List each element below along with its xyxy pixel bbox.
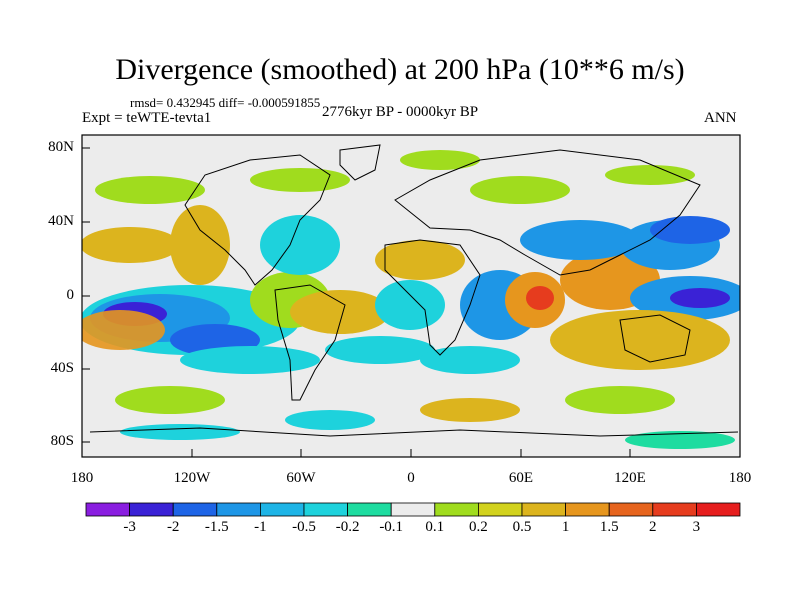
colorbar-label: -2 <box>166 519 180 535</box>
contour-field-shape <box>420 398 520 422</box>
season-label: ANN <box>704 110 737 126</box>
lat-label: 0 <box>66 287 75 303</box>
contour-field-shape <box>170 205 230 285</box>
lat-label: 40N <box>48 213 74 229</box>
colorbar-label: 1 <box>561 519 570 535</box>
contour-field-shape <box>180 346 320 374</box>
coastlines <box>89 144 739 437</box>
latitude-ticks <box>82 147 90 443</box>
colorbar-box <box>129 502 174 517</box>
colorbar-box <box>259 502 305 517</box>
colorbar-box <box>565 502 610 517</box>
contour-field-shape <box>470 176 570 204</box>
colorbar-label: -0.5 <box>292 519 316 535</box>
colorbar-box <box>172 502 218 517</box>
colorbar-box <box>652 502 697 517</box>
contour-field-shape <box>375 280 445 330</box>
colorbar-label: 1.5 <box>599 519 619 535</box>
contour-field-shape <box>400 150 480 170</box>
colorbar-label: -0.1 <box>379 519 404 535</box>
coastline-south-america <box>274 284 346 401</box>
lon-label: 120E <box>614 470 646 486</box>
lon-label: 180 <box>70 470 94 486</box>
lon-label: 0 <box>407 470 415 486</box>
contour-field-shape <box>115 386 225 414</box>
colorbar-box <box>608 502 654 517</box>
coastline-africa <box>384 239 481 356</box>
contour-field-shape <box>325 336 435 364</box>
contour-field-shape <box>565 386 675 414</box>
colorbar-box <box>390 502 436 517</box>
coastline-antarctica <box>89 427 739 437</box>
colorbar-label: -0.2 <box>335 519 360 535</box>
contour-field-shape <box>520 220 640 260</box>
period-label: 2776kyr BP - 0000kyr BP <box>322 104 479 120</box>
lon-label: 180 <box>728 470 752 486</box>
contour-field-shape <box>625 431 735 449</box>
colorbar-box <box>696 502 741 517</box>
contour-field-shape <box>285 410 375 430</box>
colorbar-label: 2 <box>649 519 657 535</box>
colorbar-box <box>347 502 392 517</box>
lon-label: 60W <box>286 470 316 486</box>
contour-field-shape <box>605 165 695 185</box>
contour-field-shape <box>82 310 165 350</box>
colorbar-label: 0.2 <box>469 519 488 535</box>
contour-field-shape <box>95 176 205 204</box>
lat-label: 40S <box>50 360 74 376</box>
experiment-label: Expt = teWTE-tevta1 <box>82 110 212 126</box>
coastline-eurasia <box>394 149 701 276</box>
colorbar-box <box>216 502 261 517</box>
contour-field-shape <box>420 346 520 374</box>
coastline-greenland <box>339 144 381 181</box>
contour-field-shape <box>120 424 240 440</box>
rmsd-diff-stats: rmsd= 0.432945 diff= -0.000591855 <box>130 95 321 110</box>
colorbar-label: 3 <box>692 519 701 535</box>
contour-field-shape <box>670 288 730 308</box>
lat-label: 80S <box>50 433 74 449</box>
divergence-field <box>82 150 740 449</box>
colorbar-box <box>477 502 523 517</box>
contour-field-shape <box>526 286 554 310</box>
colorbar-label: -1 <box>254 519 267 535</box>
colorbar-label: -3 <box>123 519 136 535</box>
contour-field-shape <box>260 215 340 275</box>
lon-label: 120W <box>173 470 211 486</box>
contour-field-shape <box>82 227 180 263</box>
contour-field-shape <box>375 240 465 280</box>
colorbar-label: -1.5 <box>204 519 229 535</box>
colorbar-box <box>303 502 348 517</box>
longitude-ticks <box>81 449 741 457</box>
colorbar-label: 0.1 <box>425 519 445 535</box>
plot-title: Divergence (smoothed) at 200 hPa (10**6 … <box>115 53 685 86</box>
lon-label: 60E <box>508 470 534 486</box>
colorbar-label: 0.5 <box>512 519 532 535</box>
colorbar-box <box>521 502 566 517</box>
coastline-australia <box>619 314 691 363</box>
contour-field-shape <box>250 168 350 192</box>
colorbar-box <box>434 502 479 517</box>
contour-field-shape <box>290 290 390 334</box>
lat-label: 80N <box>48 139 74 155</box>
colorbar-box <box>85 502 130 517</box>
coastline-north-america <box>184 154 331 286</box>
